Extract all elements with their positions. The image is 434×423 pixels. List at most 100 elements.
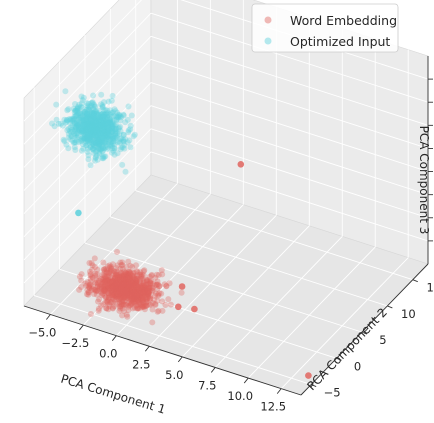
point-word-embedding — [152, 302, 159, 308]
point-word-embedding — [140, 279, 147, 286]
point-word-embedding — [106, 303, 113, 310]
point-word-embedding — [124, 275, 131, 282]
point-optimized-input — [127, 126, 134, 133]
point-word-embedding — [88, 283, 95, 290]
point-word-embedding — [123, 289, 130, 296]
point-word-embedding — [125, 300, 132, 307]
point-word-embedding — [146, 301, 153, 308]
point-word-embedding — [119, 291, 126, 298]
y-tick-label: −5 — [324, 386, 341, 400]
point-word-embedding — [97, 283, 104, 290]
point-optimized-input — [100, 119, 107, 126]
point-optimized-input — [95, 128, 102, 135]
point-word-embedding — [118, 283, 125, 290]
point-word-embedding — [125, 295, 132, 302]
legend: Word Embedding Optimized Input — [251, 3, 399, 53]
point-word-embedding — [141, 288, 148, 295]
point-word-embedding — [86, 284, 93, 291]
point-optimized-input — [85, 156, 92, 163]
point-word-embedding — [119, 298, 126, 305]
point-optimized-input — [86, 107, 93, 114]
point-word-embedding — [122, 285, 129, 292]
point-optimized-input — [78, 127, 85, 134]
point-word-embedding — [130, 273, 137, 280]
point-word-embedding — [115, 274, 122, 281]
point-optimized-input — [88, 115, 95, 122]
point-optimized-input — [96, 150, 103, 156]
point-optimized-input — [92, 124, 99, 130]
point-word-embedding — [139, 302, 146, 309]
tick-labels: −5.0−2.50.02.55.07.510.012.5−5051015−202… — [28, 281, 434, 414]
point-word-embedding — [117, 303, 124, 310]
point-optimized-input — [107, 111, 114, 118]
point-word-embedding — [113, 279, 120, 286]
point-optimized-input — [75, 122, 82, 129]
point-optimized-input — [98, 125, 105, 132]
point-word-embedding — [129, 291, 136, 298]
outlier-point-word-embedding — [178, 283, 186, 290]
point-word-embedding — [139, 296, 146, 303]
point-word-embedding — [85, 289, 92, 296]
point-optimized-input — [124, 116, 131, 123]
point-word-embedding — [123, 287, 130, 294]
z-axis-label: PCA Component 3 — [417, 126, 431, 235]
point-word-embedding — [110, 283, 117, 290]
point-word-embedding — [133, 279, 140, 286]
series-optimized-input — [49, 88, 138, 217]
gridline-x-floor — [181, 225, 310, 358]
point-optimized-input — [83, 138, 90, 145]
point-word-embedding — [116, 283, 123, 290]
point-word-embedding — [119, 282, 126, 289]
point-optimized-input — [89, 120, 95, 127]
point-optimized-input — [73, 125, 79, 132]
point-word-embedding — [107, 289, 114, 296]
point-optimized-input — [73, 107, 80, 114]
point-optimized-input — [104, 128, 111, 135]
point-optimized-input — [77, 125, 84, 132]
point-optimized-input — [94, 135, 100, 142]
outlier-point-word-embedding — [237, 161, 245, 168]
point-word-embedding — [76, 286, 83, 293]
point-word-embedding — [163, 282, 170, 289]
point-word-embedding — [115, 281, 122, 288]
point-word-embedding — [127, 293, 134, 300]
point-word-embedding — [138, 284, 145, 291]
point-word-embedding — [120, 274, 127, 281]
point-word-embedding — [131, 296, 137, 303]
point-word-embedding — [140, 289, 147, 296]
point-optimized-input — [84, 112, 90, 118]
point-word-embedding — [107, 278, 114, 285]
point-word-embedding — [132, 299, 138, 306]
point-word-embedding — [143, 296, 150, 303]
point-optimized-input — [83, 121, 90, 128]
point-word-embedding — [108, 284, 115, 291]
point-word-embedding — [126, 270, 133, 277]
point-word-embedding — [106, 262, 113, 269]
gridline-x-floor — [280, 257, 409, 389]
point-word-embedding — [109, 290, 115, 297]
point-word-embedding — [155, 307, 162, 314]
point-word-embedding — [100, 259, 107, 266]
point-word-embedding — [113, 270, 119, 277]
point-word-embedding — [146, 284, 153, 291]
point-optimized-input — [71, 120, 78, 127]
point-word-embedding — [139, 282, 145, 289]
point-word-embedding — [106, 280, 113, 287]
point-optimized-input — [97, 127, 104, 134]
point-optimized-input — [109, 119, 116, 126]
point-word-embedding — [113, 300, 120, 307]
point-word-embedding — [122, 273, 129, 280]
point-optimized-input — [53, 116, 60, 123]
point-word-embedding — [116, 287, 123, 294]
point-word-embedding — [140, 289, 147, 295]
point-word-embedding — [131, 282, 138, 289]
point-optimized-input — [64, 127, 71, 134]
point-optimized-input — [84, 132, 91, 139]
point-word-embedding — [146, 281, 152, 288]
point-optimized-input — [82, 129, 89, 136]
point-optimized-input — [78, 136, 85, 143]
point-word-embedding — [106, 280, 112, 287]
point-optimized-input — [100, 123, 107, 130]
point-optimized-input — [84, 115, 91, 122]
point-optimized-input — [92, 103, 99, 110]
